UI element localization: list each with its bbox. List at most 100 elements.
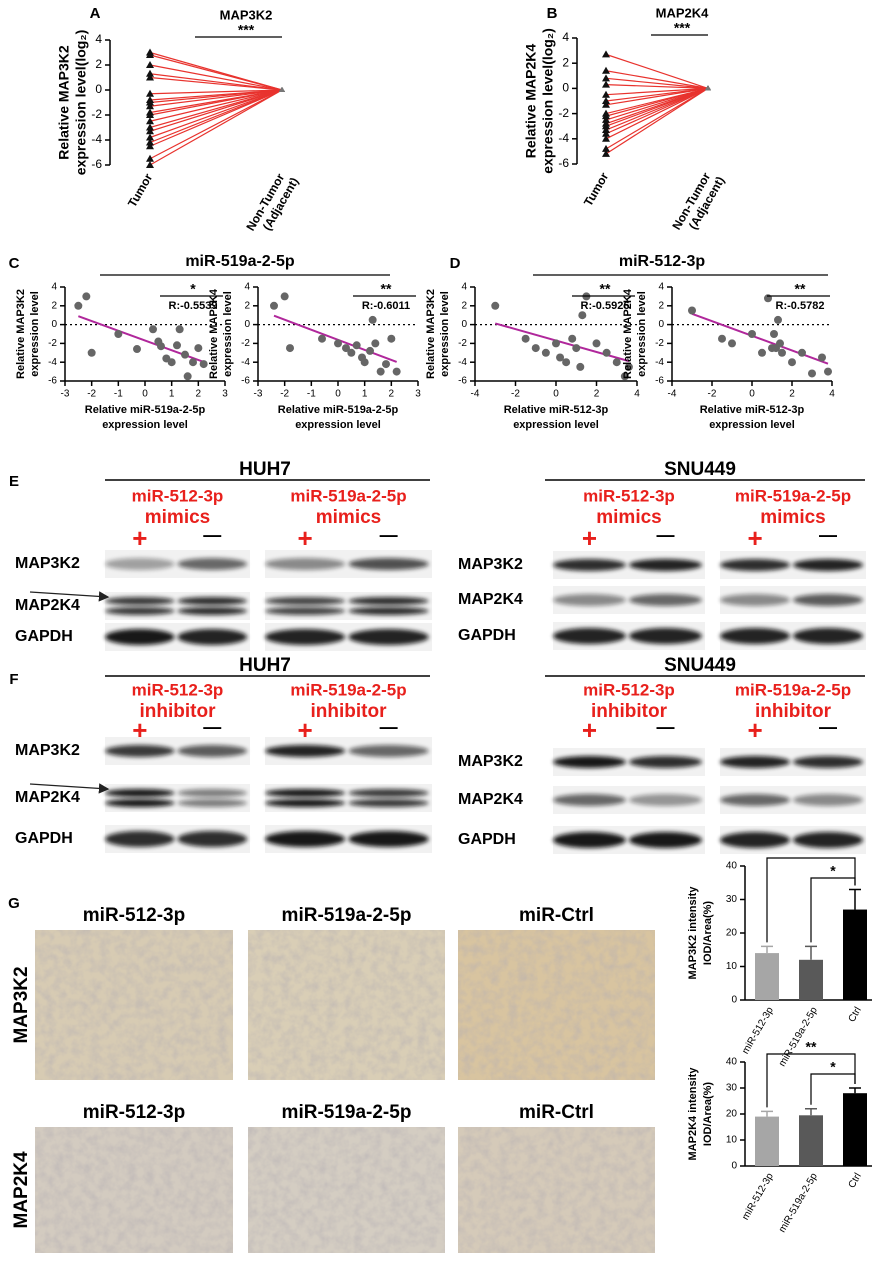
blot-band bbox=[553, 594, 626, 606]
blot-band bbox=[177, 597, 248, 605]
x-axis-label: Relative miR-512-3p bbox=[700, 404, 805, 416]
significance: *** bbox=[238, 22, 255, 38]
scatter-point bbox=[392, 367, 401, 376]
scatter-point bbox=[552, 339, 560, 348]
y-axis-label: expression level(log₂) bbox=[540, 28, 556, 174]
x-tick-label: -1 bbox=[307, 389, 316, 400]
pair-line bbox=[149, 89, 283, 147]
blot-band bbox=[265, 745, 346, 757]
panel-letter: B bbox=[547, 5, 558, 22]
band-arrow bbox=[29, 591, 110, 602]
blot-band bbox=[553, 832, 626, 848]
y-tick-label: 4 bbox=[244, 282, 250, 293]
y-axis-label: expression level bbox=[439, 291, 451, 377]
blot-band bbox=[177, 789, 248, 797]
significance: *** bbox=[674, 20, 691, 36]
scatter-point bbox=[189, 358, 197, 367]
bar bbox=[843, 1093, 867, 1166]
pair-line bbox=[605, 87, 709, 102]
blot-band bbox=[265, 789, 346, 797]
scatter-point bbox=[758, 348, 766, 357]
x-tick-label: -1 bbox=[114, 389, 123, 400]
blot-band bbox=[348, 745, 429, 757]
x-tick-label: 3 bbox=[415, 389, 421, 400]
scatter-point bbox=[280, 292, 289, 301]
tumor-marker bbox=[146, 51, 154, 58]
significance: ** bbox=[806, 1039, 817, 1055]
protein-label: GAPDH bbox=[458, 831, 516, 848]
adjacent-marker bbox=[279, 87, 285, 92]
tumor-marker bbox=[146, 73, 154, 81]
x-axis-label: Relative miR-519a-2-5p bbox=[278, 404, 399, 416]
x-tick-label: 2 bbox=[389, 389, 395, 400]
condition-treatment: inhibitor bbox=[755, 701, 832, 722]
pair-line bbox=[149, 54, 283, 91]
significance: ** bbox=[600, 281, 611, 297]
protein-label: MAP3K2 bbox=[458, 753, 523, 770]
pair-line bbox=[605, 70, 709, 89]
cell-line: SNU449 bbox=[664, 655, 736, 676]
error-bar bbox=[805, 945, 817, 960]
tumor-marker bbox=[602, 90, 610, 98]
cell-line: SNU449 bbox=[664, 459, 736, 480]
tumor-marker bbox=[146, 98, 154, 106]
pair-line bbox=[149, 89, 283, 95]
pair-line bbox=[605, 87, 709, 135]
micrograph-texture bbox=[458, 930, 655, 1080]
column-label: miR-Ctrl bbox=[519, 1102, 594, 1123]
sign: — bbox=[380, 525, 398, 545]
panel-letter: D bbox=[450, 255, 461, 272]
tumor-marker bbox=[146, 154, 154, 162]
scatter-point bbox=[376, 367, 385, 376]
tumor-marker bbox=[602, 74, 610, 82]
error-bar bbox=[761, 945, 773, 954]
scatter-point bbox=[194, 344, 203, 353]
blot-band bbox=[629, 628, 702, 644]
significance: * bbox=[830, 863, 836, 879]
y-tick-label: 4 bbox=[95, 32, 102, 46]
pair-line bbox=[605, 87, 709, 150]
column-label: miR-519a-2-5p bbox=[282, 1102, 412, 1123]
scatter-point bbox=[334, 339, 342, 348]
blot-band bbox=[348, 789, 429, 797]
y-axis-label: Relative MAP3K2 bbox=[56, 45, 72, 160]
x-axis-label: Relative miR-512-3p bbox=[504, 404, 609, 416]
error-bar bbox=[761, 1110, 773, 1117]
tumor-marker bbox=[602, 149, 610, 157]
blot-band bbox=[265, 607, 346, 615]
blot-band bbox=[348, 799, 429, 807]
blot-band bbox=[793, 559, 864, 571]
blot-band bbox=[629, 559, 702, 571]
blot-band bbox=[629, 794, 702, 806]
blot-band bbox=[348, 629, 429, 645]
y-axis-label: Relative MAP3K2 bbox=[15, 289, 27, 379]
sign: + bbox=[297, 523, 312, 553]
x-tick-label: 2 bbox=[196, 389, 202, 400]
x-tick-label: 2 bbox=[594, 389, 600, 400]
x-axis-label: expression level bbox=[295, 419, 381, 431]
scatter-point bbox=[82, 292, 91, 301]
blot-band bbox=[720, 628, 791, 644]
scatter-point bbox=[531, 344, 540, 353]
pair-line bbox=[605, 87, 709, 117]
scatter-point bbox=[562, 358, 571, 367]
y-tick-label: -6 bbox=[655, 376, 664, 387]
blot-band bbox=[793, 832, 864, 848]
group-title: miR-519a-2-5p bbox=[185, 253, 295, 270]
blot-band bbox=[720, 832, 791, 848]
scatter-point bbox=[521, 334, 530, 343]
sign: + bbox=[582, 715, 597, 745]
adjacent-marker bbox=[705, 85, 711, 91]
y-axis-label: IOD/Area(%) bbox=[702, 1082, 714, 1147]
blot-band bbox=[265, 597, 346, 605]
scatter-point bbox=[387, 334, 396, 343]
y-tick-label: -6 bbox=[48, 376, 57, 387]
scatter-point bbox=[541, 348, 550, 357]
y-axis-label: Relative MAP2K4 bbox=[622, 288, 634, 379]
column-label: miR-Ctrl bbox=[519, 905, 594, 926]
y-tick-label: -6 bbox=[558, 156, 569, 170]
scatter-point bbox=[74, 301, 83, 310]
blot-band bbox=[348, 607, 429, 615]
y-tick-label: 0 bbox=[51, 319, 57, 330]
scatter-point bbox=[728, 339, 736, 348]
